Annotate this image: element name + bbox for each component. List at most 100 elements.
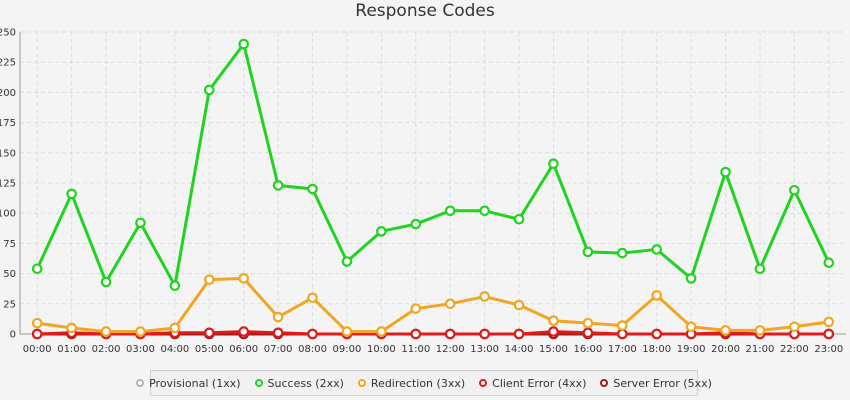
y-tick-label: 0 [10, 330, 16, 341]
data-point-client-error-4xx [548, 326, 559, 337]
data-point-success-2xx [100, 276, 112, 288]
x-tick-label: 22:00 [780, 344, 809, 355]
y-tick-label: 125 [0, 179, 16, 190]
data-point-redirection-3xx [376, 326, 387, 337]
data-point-redirection-3xx [31, 317, 43, 329]
data-point-success-2xx [341, 256, 353, 267]
legend-item[interactable]: Redirection (3xx) [357, 377, 465, 390]
y-tick-label: 200 [0, 88, 16, 99]
data-point-redirection-3xx [685, 321, 697, 333]
x-tick-label: 02:00 [92, 344, 121, 355]
data-point-client-error-4xx [307, 328, 318, 340]
x-tick-label: 04:00 [160, 344, 189, 355]
data-point-success-2xx [582, 246, 594, 258]
data-point-redirection-3xx [479, 291, 490, 302]
data-point-redirection-3xx [272, 311, 284, 323]
series-line-redirection-3xx [36, 276, 830, 334]
series-line-client-error-4xx [37, 330, 829, 336]
data-point-client-error-4xx [582, 327, 594, 339]
data-point-redirection-3xx [444, 298, 456, 310]
x-tick-label: 13:00 [470, 344, 499, 355]
data-point-redirection-3xx [238, 273, 250, 284]
data-point-redirection-3xx [513, 299, 525, 311]
data-point-client-error-4xx [272, 327, 284, 339]
legend-item[interactable]: Provisional (1xx) [136, 376, 241, 390]
data-point-success-2xx [513, 213, 525, 225]
data-point-client-error-4xx [238, 326, 250, 337]
y-tick-label: 25 [3, 299, 16, 310]
data-point-redirection-3xx [410, 303, 422, 314]
x-tick-label: 06:00 [229, 344, 258, 355]
x-tick-label: 21:00 [746, 344, 775, 355]
data-point-client-error-4xx [513, 328, 525, 340]
legend-label: Provisional (1xx) [149, 376, 241, 390]
data-point-success-2xx [307, 183, 318, 195]
data-point-client-error-4xx [823, 328, 835, 340]
data-point-success-2xx [135, 217, 146, 229]
x-tick-label: 11:00 [401, 344, 430, 355]
x-tick-label: 08:00 [298, 344, 327, 355]
series-line-success-2xx [35, 42, 831, 288]
data-point-redirection-3xx [789, 321, 800, 333]
data-point-client-error-4xx [31, 328, 43, 340]
x-tick-label: 18:00 [642, 344, 671, 355]
data-point-success-2xx [444, 205, 456, 217]
x-tick-label: 23:00 [814, 344, 843, 355]
data-point-redirection-3xx [307, 292, 318, 304]
y-tick-label: 75 [3, 239, 16, 250]
data-point-client-error-4xx [651, 328, 663, 340]
data-point-redirection-3xx [135, 326, 146, 337]
data-point-redirection-3xx [100, 326, 112, 337]
data-point-success-2xx [272, 180, 284, 191]
data-point-redirection-3xx [548, 315, 559, 327]
data-point-client-error-4xx [203, 327, 215, 339]
legend-marker-icon [600, 379, 609, 387]
legend-item[interactable]: Success (2xx) [254, 376, 344, 390]
x-tick-label: 07:00 [264, 344, 293, 355]
x-tick-label: 09:00 [333, 344, 362, 355]
data-point-success-2xx [169, 280, 181, 291]
chart-legend: Provisional (1xx) Success (2xx) Redirectio… [136, 370, 712, 396]
legend-label: Success (2xx) [267, 376, 344, 390]
data-point-redirection-3xx [341, 326, 353, 337]
x-tick-label: 10:00 [367, 344, 396, 355]
data-point-redirection-3xx [720, 325, 731, 336]
data-point-redirection-3xx [754, 325, 766, 336]
data-point-client-error-4xx [444, 328, 456, 340]
data-point-success-2xx [410, 218, 422, 230]
legend-item[interactable]: Client Error (4xx) [479, 377, 586, 390]
x-tick-label: 20:00 [711, 344, 740, 355]
data-point-redirection-3xx [66, 322, 77, 334]
y-tick-label: 175 [0, 118, 16, 129]
data-point-redirection-3xx [203, 274, 215, 285]
series-success-2xx [31, 38, 835, 291]
y-tick-label: 150 [0, 148, 16, 159]
data-point-success-2xx [238, 38, 250, 50]
x-tick-label: 16:00 [573, 344, 602, 355]
data-point-success-2xx [479, 205, 490, 217]
x-tick-label: 15:00 [539, 344, 568, 355]
y-tick-label: 225 [0, 58, 16, 69]
y-tick-label: 50 [3, 269, 16, 280]
legend-label: Client Error (4xx) [492, 376, 587, 390]
legend-marker-icon [357, 379, 366, 387]
x-tick-label: 01:00 [57, 344, 86, 355]
legend-marker-icon [254, 379, 263, 387]
x-tick-label: 17:00 [608, 344, 637, 355]
data-point-success-2xx [651, 244, 663, 255]
x-tick-label: 19:00 [677, 344, 706, 355]
data-point-success-2xx [789, 184, 800, 196]
data-point-success-2xx [685, 273, 697, 284]
legend-marker-icon [136, 379, 145, 387]
legend-item[interactable]: Server Error (5xx) [600, 376, 712, 390]
data-point-redirection-3xx [651, 290, 663, 301]
data-point-success-2xx [616, 247, 628, 259]
legend-label: Server Error (5xx) [613, 376, 712, 390]
x-tick-label: 12:00 [436, 344, 465, 355]
x-tick-label: 00:00 [23, 344, 52, 355]
data-point-success-2xx [203, 84, 215, 96]
data-point-success-2xx [376, 226, 387, 237]
data-point-client-error-4xx [410, 328, 422, 340]
